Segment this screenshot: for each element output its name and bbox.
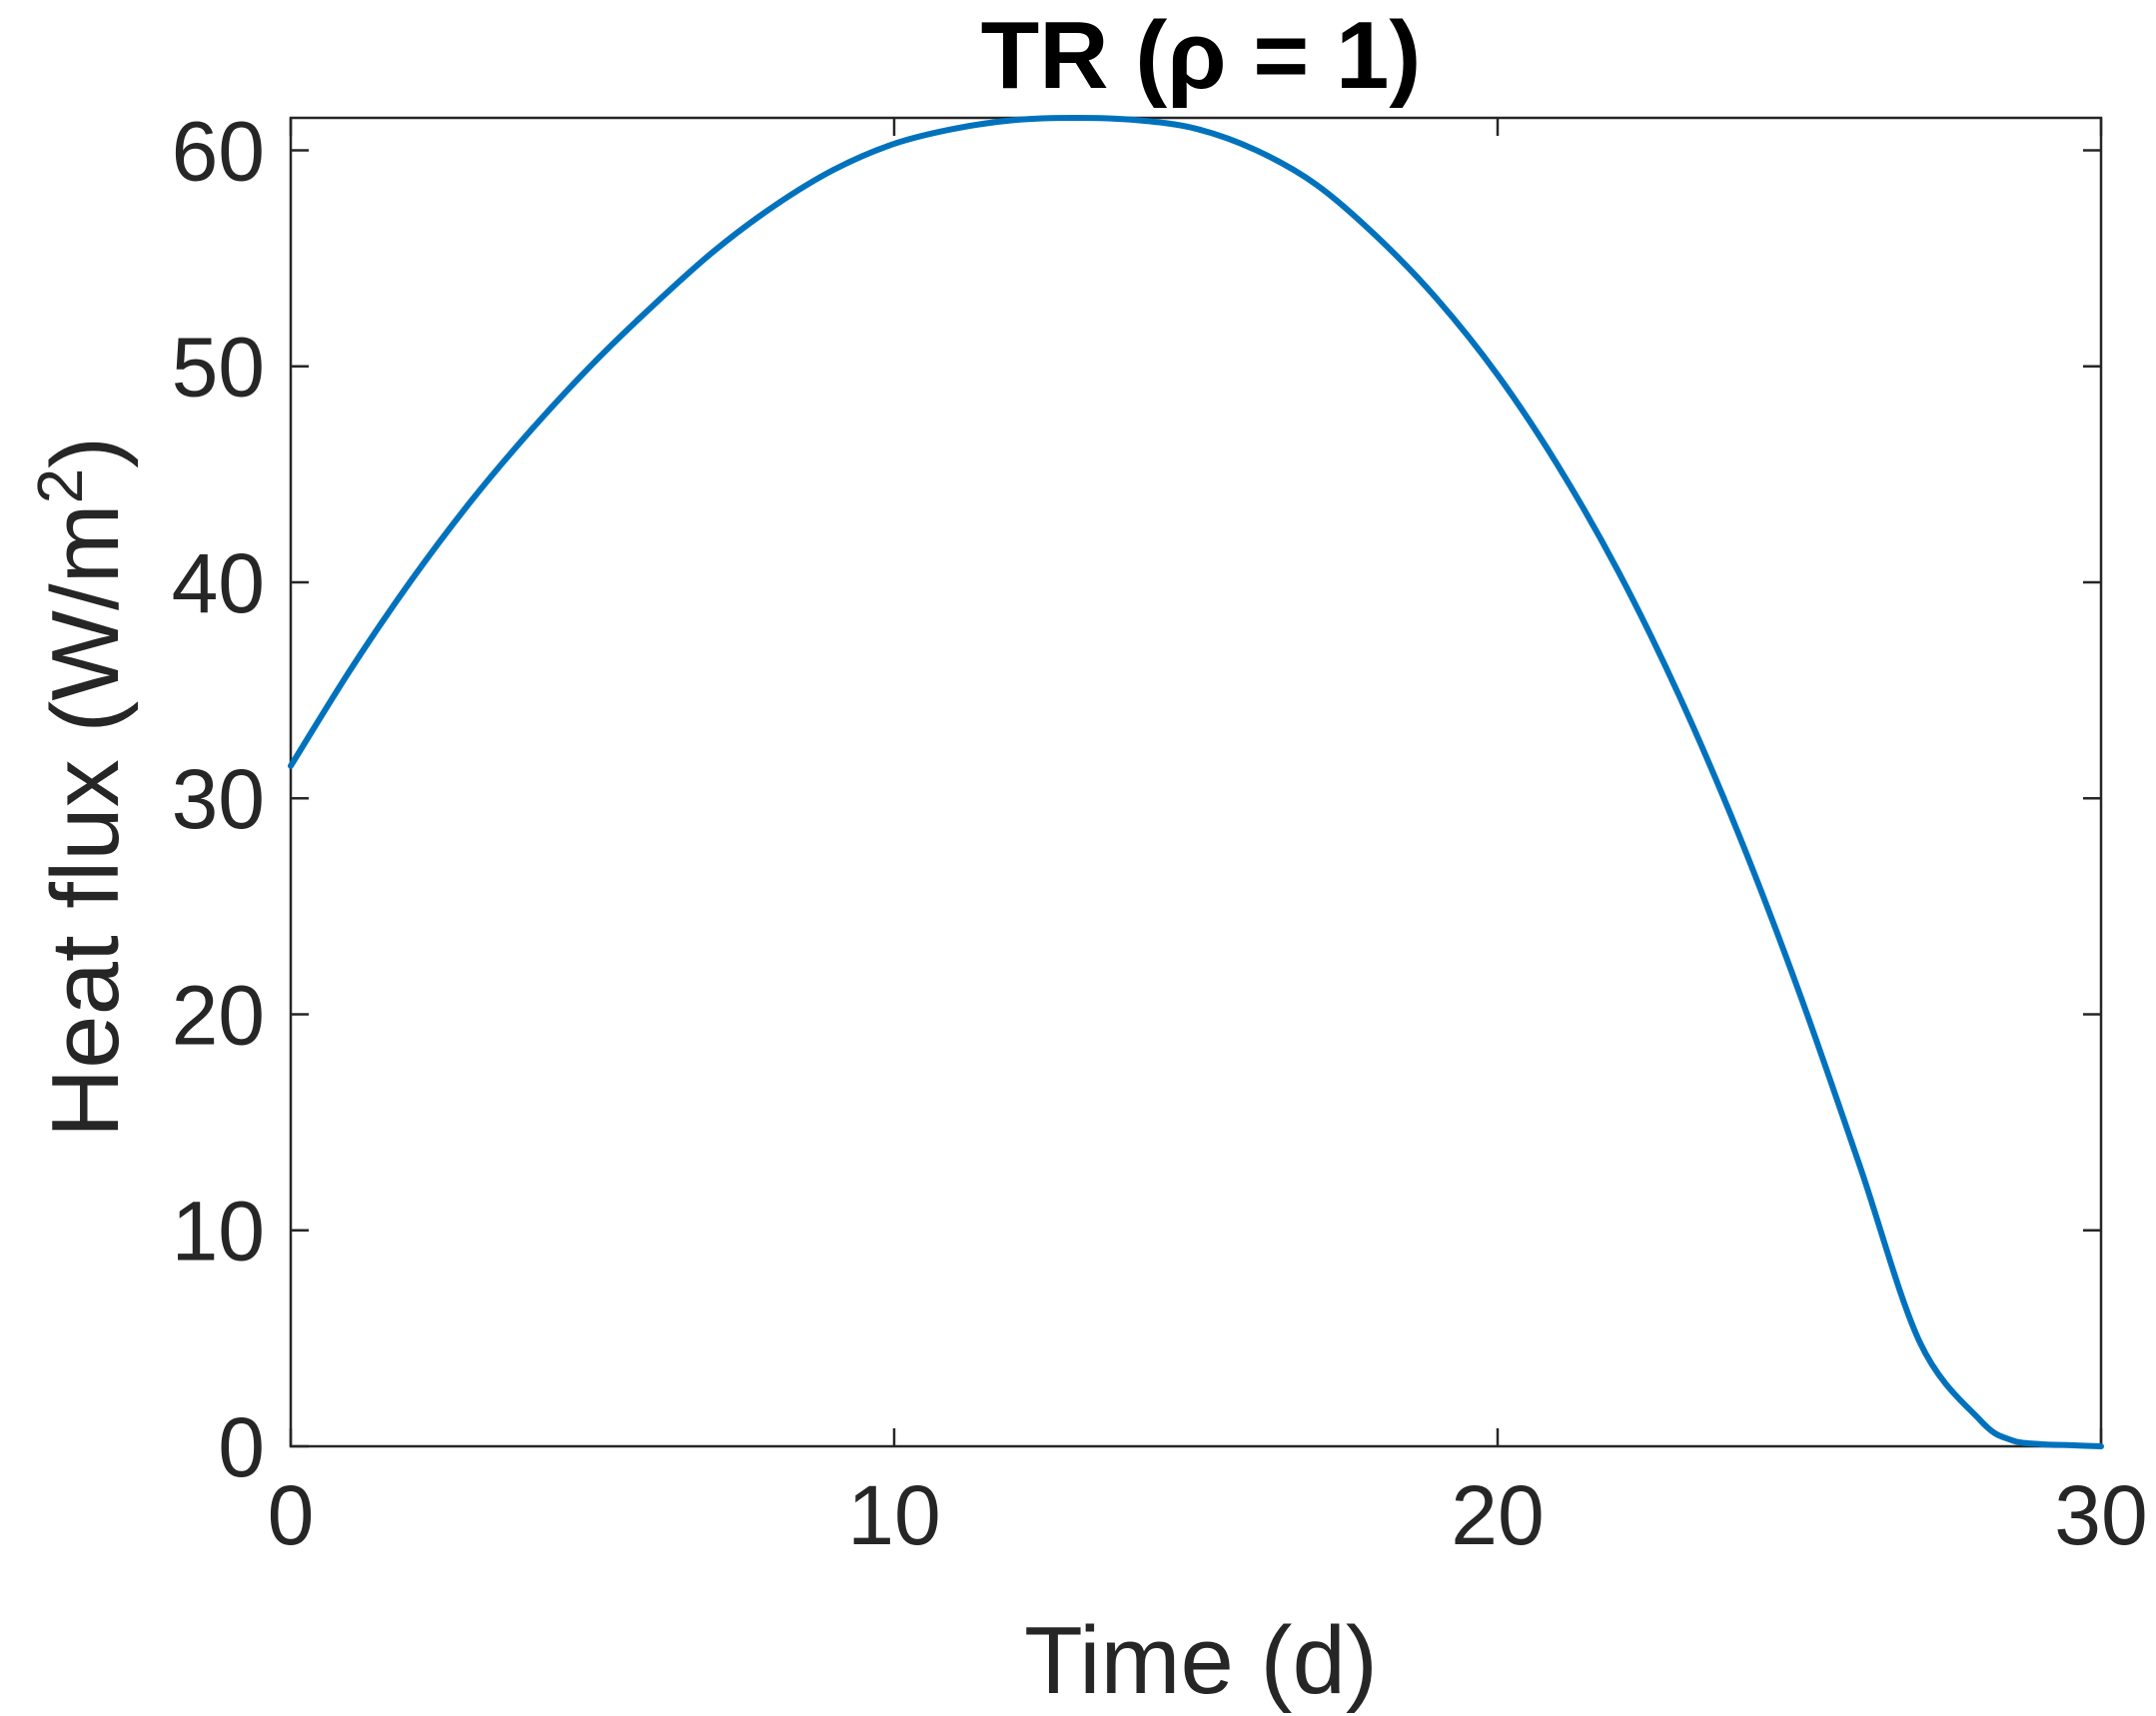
x-tick-label: 30 <box>2054 1468 2147 1562</box>
axes-box <box>289 116 2103 1448</box>
y-tick-label: 30 <box>172 752 265 846</box>
y-axis-label: Heat flux (W/m2) <box>24 436 139 1138</box>
plot-area: 0 10 20 30 0 10 20 30 40 50 60 <box>172 104 2148 1562</box>
x-axis-label: Time (d) <box>1024 1607 1378 1714</box>
chart-title: TR (ρ = 1) <box>981 2 1422 109</box>
y-tick-label: 50 <box>172 321 265 415</box>
y-tick-label: 40 <box>172 536 265 630</box>
y-tick-label: 0 <box>218 1400 265 1494</box>
x-tick-label: 10 <box>847 1468 940 1562</box>
x-tick-label: 0 <box>268 1468 315 1562</box>
y-tick-label: 60 <box>172 104 265 198</box>
y-axis-label-main: Heat flux (W/m <box>32 503 139 1138</box>
series-line <box>288 115 2104 1449</box>
x-tick-label: 20 <box>1451 1468 1544 1562</box>
y-axis-label-superscript: 2 <box>24 468 96 504</box>
y-tick-label: 10 <box>172 1185 265 1279</box>
y-axis-label-suffix: ) <box>32 436 139 468</box>
y-tick-label: 20 <box>172 968 265 1062</box>
